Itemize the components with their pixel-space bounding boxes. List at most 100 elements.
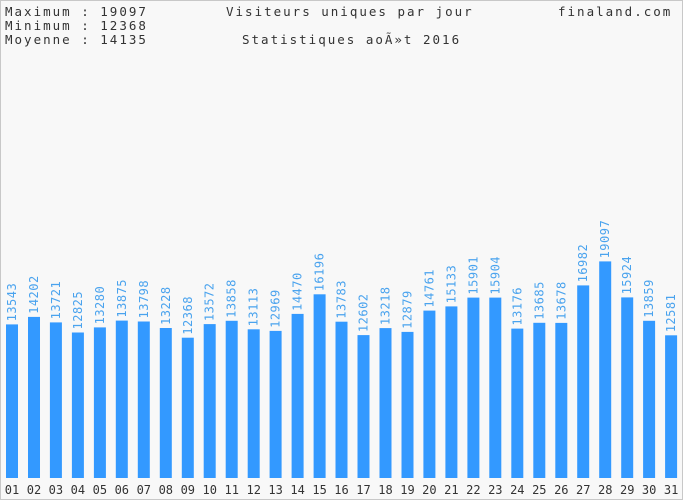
x-tick-label-29: 29: [620, 483, 634, 497]
bar-day-31: [665, 335, 678, 478]
x-tick-label-07: 07: [137, 483, 151, 497]
value-label-day-06: 13875: [115, 279, 129, 318]
value-label-day-04: 12825: [71, 291, 85, 330]
bar-day-15: [313, 294, 326, 478]
x-tick-label-30: 30: [642, 483, 656, 497]
site-name[interactable]: finaland.com: [558, 4, 673, 19]
value-label-day-17: 12602: [357, 293, 371, 332]
bar-day-28: [599, 261, 612, 478]
x-tick-label-31: 31: [664, 483, 678, 497]
x-tick-label-15: 15: [312, 483, 326, 497]
x-tick-label-09: 09: [181, 483, 195, 497]
bar-day-22: [467, 297, 480, 478]
value-label-day-11: 13858: [225, 279, 239, 318]
avg-label: Moyenne :: [5, 32, 101, 47]
avg-stat: Moyenne : 14135: [5, 32, 148, 47]
bar-day-07: [137, 321, 150, 478]
min-label: Minimum :: [5, 18, 101, 33]
bar-day-05: [93, 327, 106, 478]
value-label-day-01: 13543: [5, 283, 19, 322]
value-label-day-14: 14470: [291, 272, 305, 311]
bar-day-17: [357, 335, 370, 478]
value-label-day-05: 13280: [93, 286, 107, 325]
value-label-day-13: 12969: [269, 289, 283, 328]
value-label-day-29: 15924: [620, 256, 634, 295]
value-label-day-03: 13721: [49, 281, 63, 320]
x-tick-label-19: 19: [400, 483, 414, 497]
bar-day-08: [159, 328, 172, 478]
x-tick-label-05: 05: [93, 483, 107, 497]
bar-day-04: [71, 332, 84, 478]
x-tick-label-25: 25: [532, 483, 546, 497]
bar-day-10: [203, 324, 216, 478]
value-label-day-30: 13859: [642, 279, 656, 318]
value-label-day-28: 19097: [598, 220, 612, 259]
x-tick-label-12: 12: [246, 483, 260, 497]
x-tick-label-16: 16: [334, 483, 348, 497]
bar-day-11: [225, 320, 238, 478]
x-tick-label-24: 24: [510, 483, 524, 497]
value-label-day-09: 12368: [181, 296, 195, 335]
x-tick-label-06: 06: [115, 483, 129, 497]
value-label-day-10: 13572: [203, 282, 217, 321]
value-label-day-12: 13113: [247, 288, 261, 327]
x-tick-label-08: 08: [159, 483, 173, 497]
value-label-day-08: 13228: [159, 286, 173, 325]
max-stat: Maximum : 19097: [5, 4, 148, 19]
x-tick-label-23: 23: [488, 483, 502, 497]
max-label: Maximum :: [5, 4, 101, 19]
bar-day-09: [181, 337, 194, 478]
value-label-day-24: 13176: [510, 287, 524, 326]
x-tick-label-02: 02: [27, 483, 41, 497]
bar-day-27: [577, 285, 590, 478]
min-stat: Minimum : 12368: [5, 18, 148, 33]
x-tick-label-03: 03: [49, 483, 63, 497]
value-label-day-18: 13218: [379, 286, 393, 325]
x-tick-label-04: 04: [71, 483, 85, 497]
value-label-day-20: 14761: [422, 269, 436, 308]
x-tick-label-21: 21: [444, 483, 458, 497]
value-label-day-25: 13685: [532, 281, 546, 320]
value-label-day-21: 15133: [444, 265, 458, 304]
x-tick-label-20: 20: [422, 483, 436, 497]
x-tick-label-01: 01: [5, 483, 19, 497]
value-label-day-22: 15901: [466, 256, 480, 295]
bar-day-19: [401, 331, 414, 478]
x-tick-label-13: 13: [268, 483, 282, 497]
x-tick-label-10: 10: [202, 483, 216, 497]
value-label-day-23: 15904: [488, 256, 502, 295]
bar-day-03: [49, 322, 62, 478]
chart-subtitle: Statistiques aoÃ»t 2016: [242, 32, 462, 47]
value-label-day-19: 12879: [401, 290, 415, 329]
bar-day-16: [335, 321, 348, 478]
min-value: 12368: [100, 18, 148, 33]
bar-day-14: [291, 313, 304, 478]
value-label-day-31: 12581: [664, 294, 678, 333]
bar-day-20: [423, 310, 436, 478]
value-label-day-15: 16196: [313, 253, 327, 292]
bar-day-25: [533, 322, 546, 478]
x-tick-label-28: 28: [598, 483, 612, 497]
value-label-day-26: 13678: [554, 281, 568, 320]
max-value: 19097: [100, 4, 148, 19]
x-tick-label-26: 26: [554, 483, 568, 497]
value-label-day-27: 16982: [576, 244, 590, 283]
value-label-day-02: 14202: [27, 275, 41, 314]
x-tick-label-22: 22: [466, 483, 480, 497]
bar-day-21: [445, 306, 458, 478]
bar-day-12: [247, 329, 260, 478]
bar-day-18: [379, 328, 392, 478]
x-tick-label-27: 27: [576, 483, 590, 497]
x-tick-label-11: 11: [224, 483, 238, 497]
x-tick-label-17: 17: [356, 483, 370, 497]
bar-day-01: [6, 324, 18, 478]
chart-title: Visiteurs uniques par jour: [226, 4, 474, 19]
bar-day-24: [511, 328, 524, 478]
bar-day-26: [555, 322, 568, 478]
bar-day-30: [643, 320, 656, 478]
bar-day-02: [28, 316, 40, 478]
x-tick-label-18: 18: [378, 483, 392, 497]
avg-value: 14135: [100, 32, 148, 47]
bar-day-13: [269, 330, 282, 478]
bar-day-23: [489, 297, 502, 478]
